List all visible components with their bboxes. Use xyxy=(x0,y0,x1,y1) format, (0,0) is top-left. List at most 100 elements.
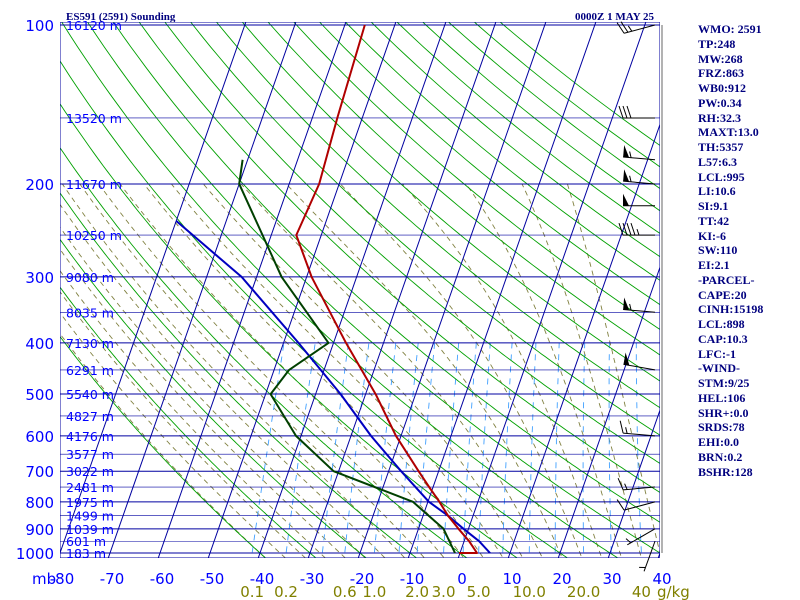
chart-timestamp: 0000Z 1 MAY 25 xyxy=(575,11,654,23)
isotherm xyxy=(207,22,397,558)
index-entry: TH:5357 xyxy=(698,140,744,154)
height-label: 13520 m xyxy=(66,111,122,126)
index-entry: -WIND- xyxy=(698,361,740,376)
mixing-ratio-line xyxy=(635,342,643,558)
temperature-tick-label: -20 xyxy=(350,570,375,588)
moist-adiabat xyxy=(170,183,504,558)
isotherm xyxy=(157,22,347,558)
pressure-tick-label: 400 xyxy=(25,335,54,353)
index-entry: EI:2.1 xyxy=(698,258,730,272)
moist-adiabat xyxy=(202,183,524,558)
height-label: 11670 m xyxy=(66,177,122,192)
dry-adiabat xyxy=(318,22,660,306)
chart-title: ES591 (2591) Sounding xyxy=(66,11,176,23)
pressure-tick-label: 900 xyxy=(25,521,54,539)
moist-adiabat xyxy=(285,183,563,558)
pressure-tick-label: 100 xyxy=(25,17,54,35)
moist-adiabat xyxy=(60,291,307,558)
dry-adiabat xyxy=(60,238,367,558)
dry-adiabat xyxy=(293,22,660,331)
moist-adiabat xyxy=(566,183,660,555)
sounding-indices-panel: WMO: 2591 TP:248 MW:268 FRZ:863 WB0:912 PW:0.… xyxy=(698,22,800,479)
mixing-ratio-line xyxy=(398,342,419,558)
wind-barb xyxy=(639,541,656,572)
index-entry: SRDS:78 xyxy=(698,420,745,435)
dry-adiabat xyxy=(87,22,660,554)
index-entry: WMO: 2591 xyxy=(698,22,762,36)
height-label: 5540 m xyxy=(66,387,114,402)
index-entry: FRZ:863 xyxy=(698,66,744,81)
temperature-tick-label: -50 xyxy=(200,570,225,588)
mixing-ratio-line xyxy=(416,342,436,558)
temperature-tick-label: 20 xyxy=(552,570,571,588)
dry-adiabat xyxy=(60,60,569,558)
dry-adiabat xyxy=(60,147,468,558)
wind-barb xyxy=(616,21,656,34)
index-entry: TP:248 xyxy=(698,36,736,51)
wind-barb xyxy=(619,420,656,437)
temperature-tick-label: -80 xyxy=(50,570,75,588)
temperature-tick-label: 40 xyxy=(652,570,671,588)
index-entry: MAXT:13.0 xyxy=(698,125,759,140)
dry-adiabat xyxy=(112,22,660,523)
index-entry: RH:32.3 xyxy=(698,110,741,125)
temperature-tick-label: -60 xyxy=(150,570,175,588)
moist-adiabat xyxy=(402,183,603,558)
height-label: 8035 m xyxy=(66,305,114,320)
dry-adiabat xyxy=(370,22,660,258)
isotherm xyxy=(457,22,647,558)
isotherm xyxy=(357,22,547,558)
index-entry: LFC:-1 xyxy=(698,346,736,361)
index-entry: PW:0.34 xyxy=(698,95,742,110)
mixing-ratio-label: 0.6 xyxy=(333,583,357,600)
mixing-ratio-label: 10.0 xyxy=(513,583,546,600)
moist-adiabat xyxy=(143,183,485,558)
mixing-ratio-label: 40 xyxy=(632,583,651,600)
index-entry: CAP:10.3 xyxy=(698,331,748,346)
mixing-ratio-label: 0.1 xyxy=(240,583,264,600)
moist-adiabat xyxy=(521,183,642,558)
sounding-traces xyxy=(175,24,491,554)
height-label: 3577 m xyxy=(66,447,114,462)
index-entry: HEL:106 xyxy=(698,390,746,405)
index-entry: LCL:898 xyxy=(698,317,745,331)
dry-adiabats xyxy=(60,22,660,558)
pressure-tick-label: 200 xyxy=(25,176,54,194)
mixing-ratio-line xyxy=(582,342,586,558)
pressure-tick-label: 700 xyxy=(25,463,54,481)
dry-adiabat xyxy=(164,22,660,464)
dry-adiabat xyxy=(60,103,518,558)
isotherm xyxy=(407,22,597,558)
moist-adiabat xyxy=(98,183,445,558)
temperature-tick-label: 0 xyxy=(457,570,467,588)
mixing-ratio-unit: g/kg xyxy=(657,583,690,600)
index-entry: LI:10.6 xyxy=(698,184,736,199)
parcel-trace xyxy=(175,220,491,554)
isotherm xyxy=(107,22,297,558)
pressure-tick-label: 300 xyxy=(25,269,54,287)
index-entry: L57:6.3 xyxy=(698,154,737,169)
height-label: 4176 m xyxy=(66,429,114,444)
height-label: 9080 m xyxy=(66,270,114,285)
index-entry: STM:9/25 xyxy=(698,376,750,390)
dewpoint-trace xyxy=(238,159,456,554)
dry-adiabat xyxy=(241,22,660,382)
mixing-ratio-line xyxy=(462,342,477,558)
height-label: 1975 m xyxy=(66,495,114,510)
index-entry: KI:-6 xyxy=(698,228,726,243)
mixing-ratio-line xyxy=(250,342,285,558)
index-entry: BRN:0.2 xyxy=(698,449,743,464)
index-entry: BSHR:128 xyxy=(698,464,753,479)
moist-adiabats xyxy=(60,183,660,558)
height-label: 4827 m xyxy=(66,409,114,424)
height-label: 3022 m xyxy=(66,464,114,479)
temperature-tick-label: -70 xyxy=(100,570,125,588)
dry-adiabat xyxy=(267,22,660,356)
mixing-ratio-label: 1.0 xyxy=(362,583,386,600)
mixing-ratio-label: 0.2 xyxy=(274,583,298,600)
wind-barb xyxy=(623,352,656,371)
isotherm xyxy=(257,22,447,558)
dry-adiabat xyxy=(60,192,418,558)
moist-adiabat xyxy=(60,312,287,558)
moist-adiabat xyxy=(60,248,346,558)
